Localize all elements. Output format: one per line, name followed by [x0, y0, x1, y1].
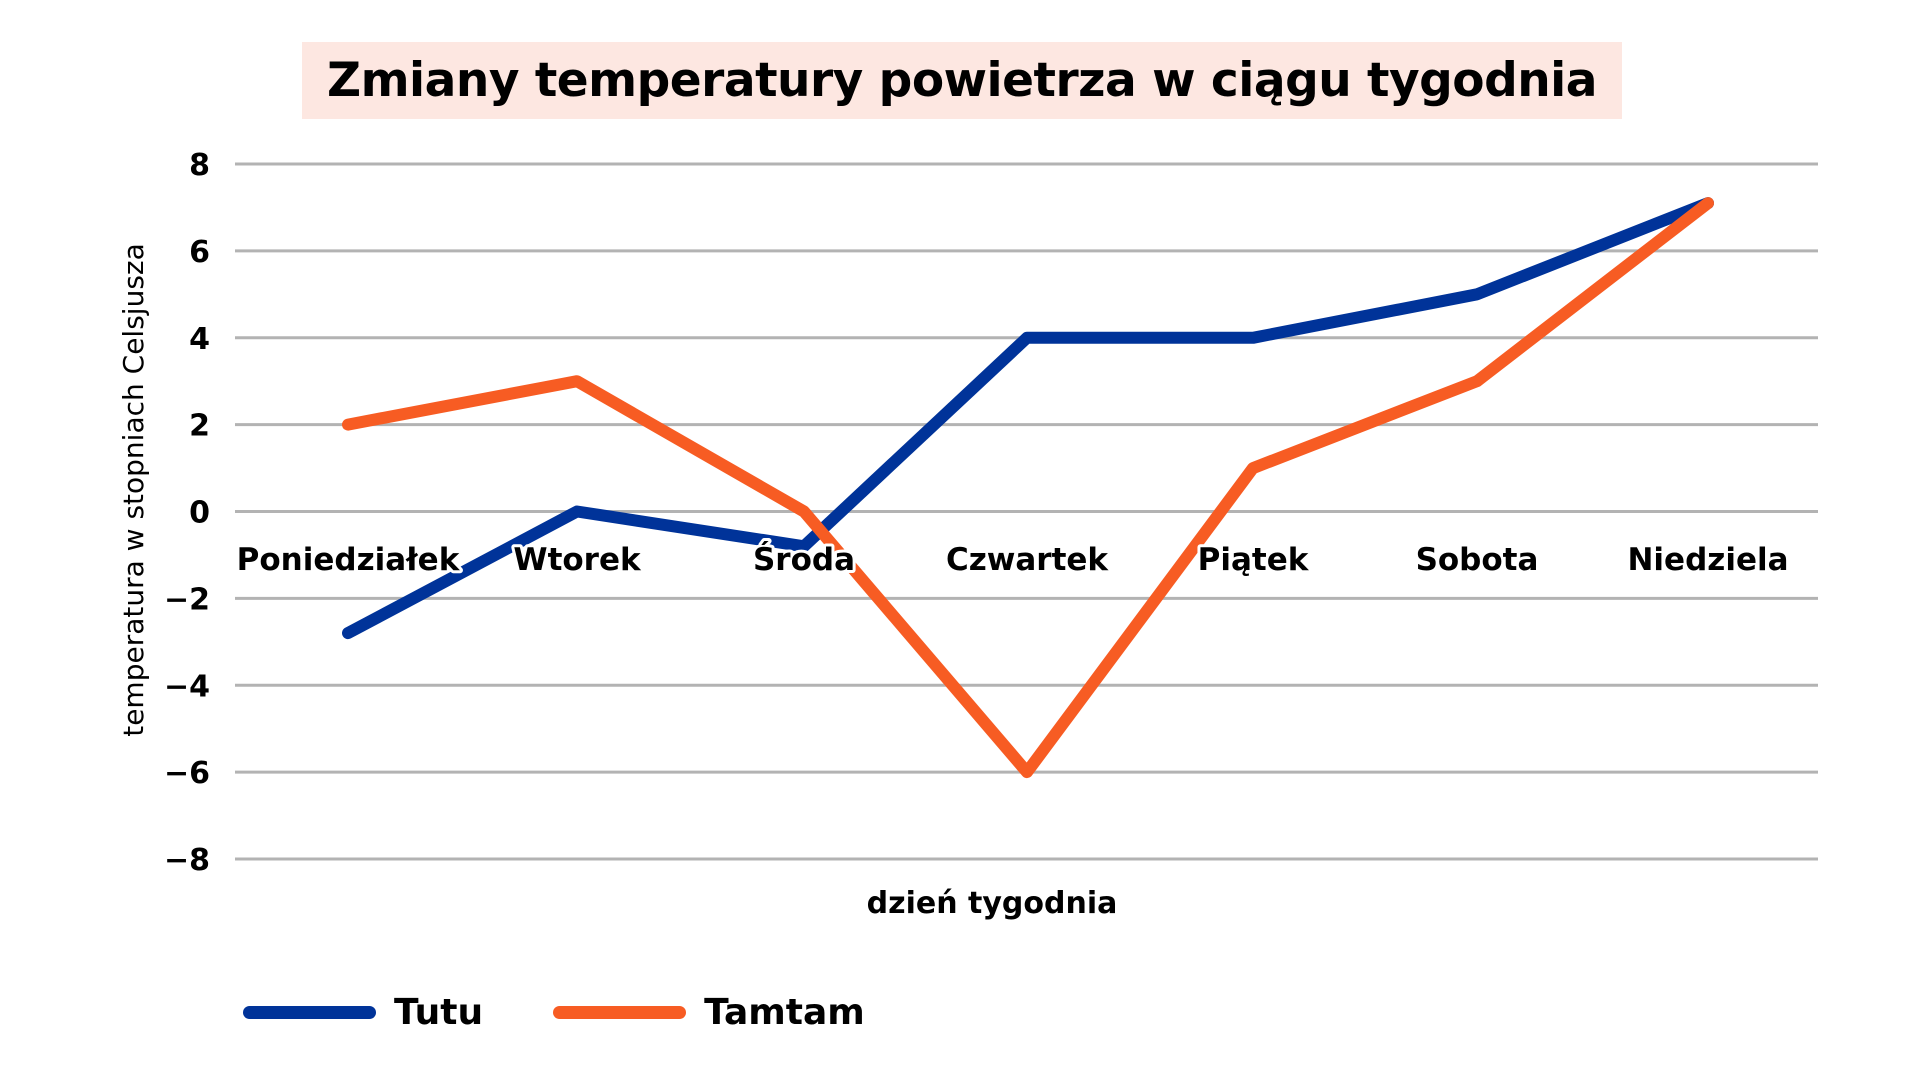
category-label: Czwartek [946, 542, 1109, 578]
category-label: Poniedziałek [237, 542, 461, 578]
legend: Tutu Tamtam [243, 990, 935, 1034]
gridlines [235, 162, 1818, 861]
y-axis-ticks: 8 6 4 2 0 −2 −4 −6 −8 [164, 148, 210, 878]
chart-title: Zmiany temperatury powietrza w ciągu tyg… [327, 53, 1598, 108]
y-tick-label: 4 [189, 322, 210, 357]
category-label: Sobota [1416, 542, 1539, 578]
legend-swatch-tamtam-icon [553, 1005, 687, 1019]
x-axis-label: dzień tygodnia [867, 886, 1118, 921]
legend-label-tutu: Tutu [394, 991, 484, 1033]
y-tick-label: 8 [189, 148, 210, 183]
category-label: Niedziela [1627, 542, 1788, 578]
chart-title-box: Zmiany temperatury powietrza w ciągu tyg… [302, 42, 1622, 119]
y-tick-label: −6 [164, 756, 210, 791]
y-tick-label: −2 [164, 582, 210, 617]
series-lines [342, 197, 1714, 779]
y-tick-label: 6 [189, 235, 210, 270]
y-tick-label: 0 [189, 496, 210, 531]
category-label: Piątek [1198, 542, 1310, 578]
y-tick-label: −8 [164, 843, 210, 878]
series-line-tamtam [342, 197, 1714, 779]
y-tick-label: −4 [164, 669, 210, 704]
legend-item-tamtam[interactable]: Tamtam [553, 992, 865, 1033]
category-labels: Poniedziałek Wtorek Środa Czwartek Piątek Sob… [234, 538, 1792, 581]
legend-item-tutu[interactable]: Tutu [243, 992, 483, 1033]
legend-label-tamtam: Tamtam [704, 991, 865, 1033]
y-axis-label: temperatura w stopniach Celsjusza [117, 243, 150, 737]
series-line-tutu [342, 197, 1714, 640]
legend-swatch-tutu-icon [243, 1005, 376, 1019]
category-label: Środa [753, 541, 855, 578]
category-label: Wtorek [513, 542, 642, 578]
y-tick-label: 2 [189, 409, 210, 444]
